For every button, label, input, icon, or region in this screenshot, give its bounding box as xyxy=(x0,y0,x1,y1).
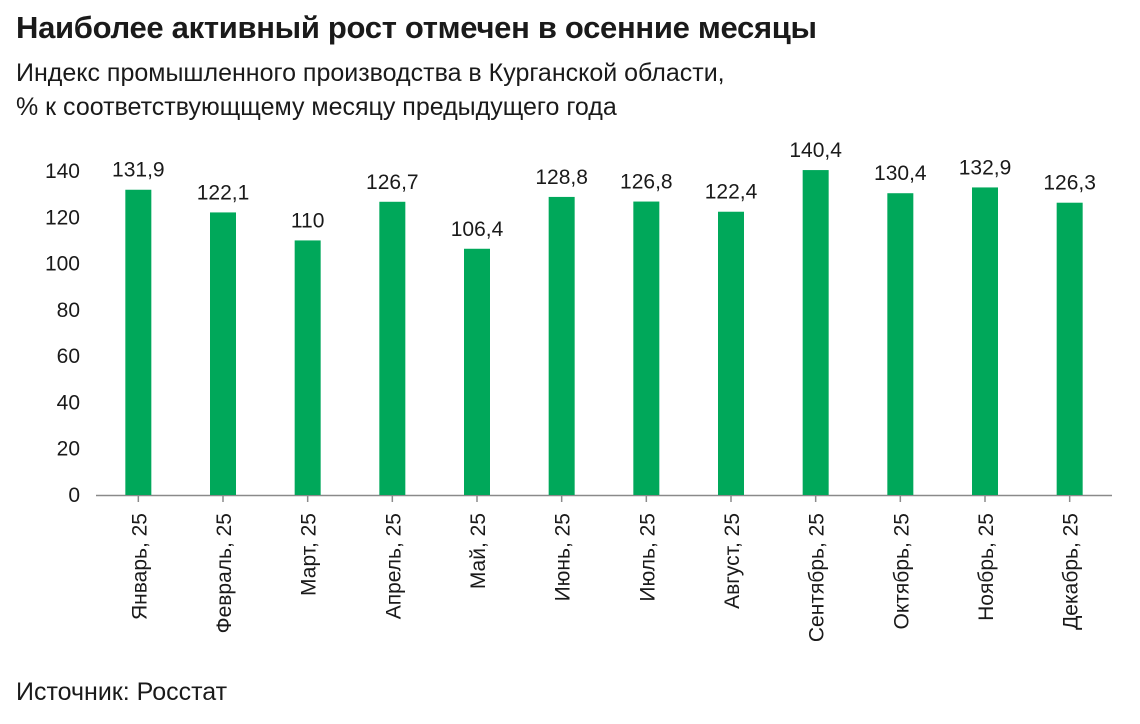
x-tick-label: Сентябрь, 25 xyxy=(806,513,829,642)
x-tick-label: Декабрь, 25 xyxy=(1060,513,1083,630)
x-tick-label: Апрель, 25 xyxy=(382,513,405,619)
y-tick-label: 0 xyxy=(68,484,80,507)
subtitle-line-1: Индекс промышленного производства в Кург… xyxy=(16,59,725,87)
data-label: 131,9 xyxy=(112,159,165,182)
x-tick-label: Январь, 25 xyxy=(128,513,151,620)
data-label: 122,1 xyxy=(197,181,250,204)
bar xyxy=(379,201,406,495)
data-label: 140,4 xyxy=(789,139,842,162)
data-label: 126,7 xyxy=(366,171,419,194)
x-tick-label: Июнь, 25 xyxy=(552,513,575,601)
y-tick-label: 20 xyxy=(57,438,80,461)
bar xyxy=(802,170,829,495)
data-label: 126,8 xyxy=(620,171,673,194)
x-tick-label: Октябрь, 25 xyxy=(890,513,913,629)
x-tick-label: Июль, 25 xyxy=(636,513,659,602)
bar xyxy=(210,212,236,495)
bar xyxy=(125,189,152,495)
chart-subtitle: Индекс промышленного производства в Кург… xyxy=(16,56,1116,124)
data-label: 126,3 xyxy=(1043,172,1096,195)
bar xyxy=(1056,202,1083,495)
data-label: 110 xyxy=(291,209,324,232)
chart-title: Наиболее активный рост отмечен в осенние… xyxy=(16,10,817,45)
y-tick-label: 40 xyxy=(57,391,80,414)
data-label: 128,8 xyxy=(535,166,588,189)
y-tick-label: 140 xyxy=(45,160,80,183)
bar xyxy=(718,211,744,495)
data-label: 132,9 xyxy=(959,156,1012,179)
subtitle-line-2: % к соответствующщему месяцу предыдущего… xyxy=(16,93,617,121)
x-tick-label: Февраль, 25 xyxy=(213,513,236,633)
data-label: 122,4 xyxy=(705,181,758,204)
data-label: 106,4 xyxy=(451,218,504,241)
y-tick-label: 120 xyxy=(45,206,80,229)
bar xyxy=(294,240,321,495)
x-tick-label: Май, 25 xyxy=(467,513,490,589)
x-tick-label: Март, 25 xyxy=(298,513,321,596)
x-tick-label: Август, 25 xyxy=(721,513,744,609)
data-label: 130,4 xyxy=(874,162,927,185)
y-tick-label: 100 xyxy=(45,253,80,276)
bar xyxy=(887,193,914,495)
bar xyxy=(464,248,490,495)
bar xyxy=(633,201,660,495)
source-note: Источник: Росстат xyxy=(16,678,228,706)
bar xyxy=(972,187,998,495)
y-tick-label: 80 xyxy=(57,299,80,322)
bar xyxy=(548,196,575,496)
y-tick-label: 60 xyxy=(57,345,80,368)
x-tick-label: Ноябрь, 25 xyxy=(975,513,998,621)
